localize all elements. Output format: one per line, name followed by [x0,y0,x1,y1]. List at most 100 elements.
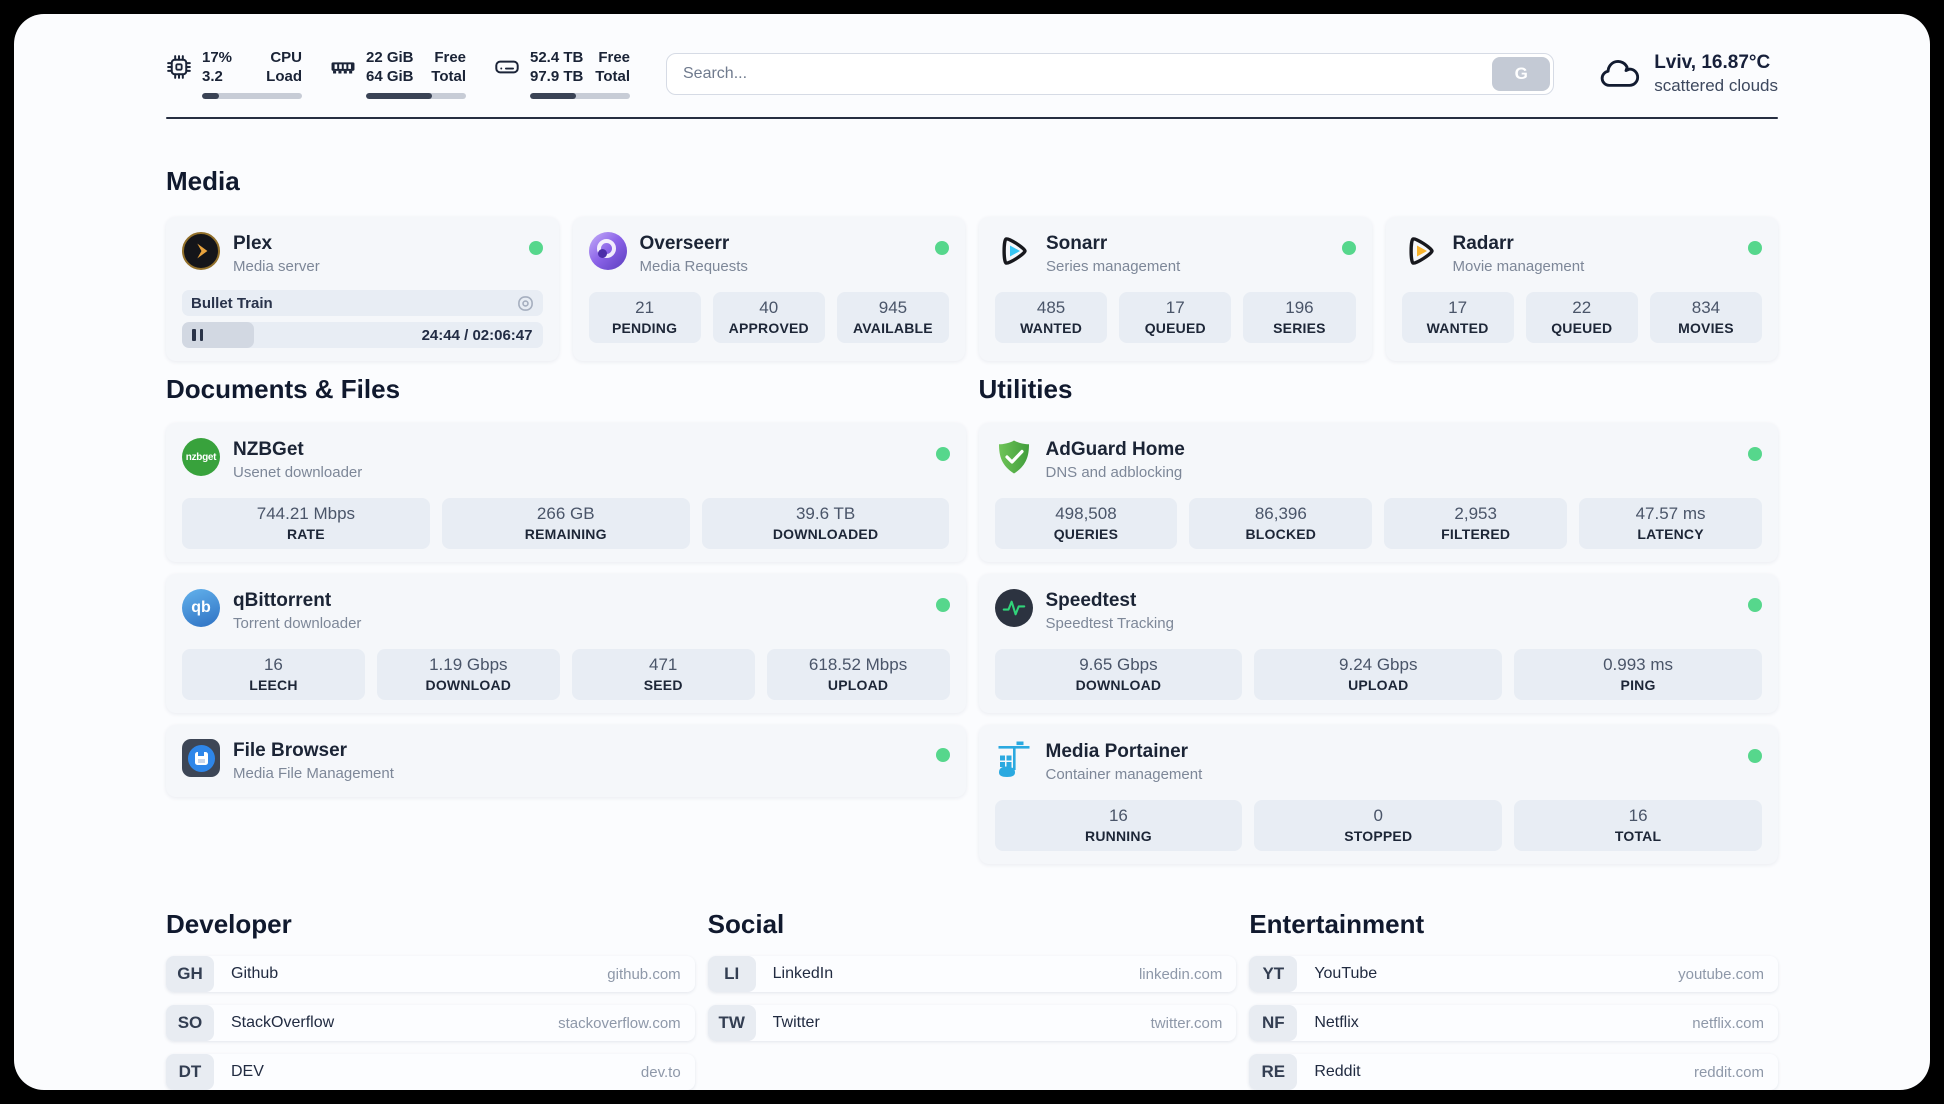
link-stackoverflow[interactable]: SO StackOverflow stackoverflow.com [166,1005,695,1041]
app-subtitle: Media server [233,258,320,275]
link-name: LinkedIn [772,965,834,982]
stat-label: QUEUED [1144,320,1206,336]
cpu-load-label: Load [266,68,302,85]
now-playing-title: Bullet Train [191,294,273,312]
stat-filtered: 2,953 FILTERED [1384,498,1568,549]
link-badge: LI [707,956,756,992]
link-linkedin[interactable]: LI LinkedIn linkedin.com [707,956,1237,992]
status-dot [1748,241,1762,255]
link-twitter[interactable]: TW Twitter twitter.com [707,1005,1237,1041]
app-name: Overseerr [639,233,730,254]
dashboard-page: 17% 3.2 CPU Load [14,14,1930,1090]
disk-progress-fill [530,93,576,99]
status-dot [528,241,543,255]
stat-wanted: 485 WANTED [995,292,1108,343]
search-engine-button[interactable]: G [1492,56,1551,91]
now-playing-row: Bullet Train [182,290,543,316]
ram-progress-fill [366,93,432,99]
link-dev[interactable]: DT DEV dev.to [166,1054,695,1090]
stat-label: RATE [286,526,325,542]
disk-icon [495,60,519,74]
app-card-plex[interactable]: Plex Media server Bullet Train 24:44 / 0… [166,217,559,361]
app-name: Radarr [1452,233,1514,254]
status-dot [1748,447,1762,461]
app-subtitle: Container management [1045,766,1203,783]
stat-rate: 744.21 Mbps RATE [182,498,430,549]
link-name: Reddit [1314,1063,1361,1080]
stat-label: LEECH [249,677,298,693]
stat-approved: 40 APPROVED [712,292,825,343]
stat-value: 2,953 [1454,504,1497,523]
pause-icon[interactable] [192,329,203,341]
app-card-radarr[interactable]: Radarr Movie management 17 WANTED 22 QUE… [1385,217,1778,361]
link-url: linkedin.com [1138,965,1223,983]
link-reddit[interactable]: RE Reddit reddit.com [1249,1054,1778,1090]
stat-value: 834 [1691,298,1721,317]
section-title-entertainment: Entertainment [1249,909,1425,939]
app-subtitle: Torrent downloader [233,615,362,632]
link-name: DEV [231,1063,264,1080]
search-input[interactable] [666,52,1555,95]
app-card-filebrowser[interactable]: File Browser Media File Management [166,725,966,797]
link-youtube[interactable]: YT YouTube youtube.com [1249,956,1778,992]
stat-label: WANTED [1020,320,1083,336]
stat-upload: 618.52 Mbps UPLOAD [766,649,950,700]
link-url: twitter.com [1150,1014,1223,1032]
link-url: netflix.com [1692,1014,1764,1032]
links-grid: Developer GH Github github.com SO StackO… [166,908,1778,1090]
stat-value: 196 [1285,298,1314,317]
app-card-qbittorrent[interactable]: qb qBittorrent Torrent downloader 16 LEE… [166,574,966,713]
sonarr-icon [995,232,1033,270]
nzbget-icon-text: nzbget [185,451,217,463]
app-card-nzbget[interactable]: nzbget NZBGet Usenet downloader 744.21 M… [166,423,966,562]
stat-value: 266 GB [536,504,595,523]
section-title-documents: Documents & Files [166,374,401,404]
app-card-overseerr[interactable]: Overseerr Media Requests 21 PENDING 40 A… [572,217,965,361]
weather-widget[interactable]: Lviv, 16.87°C scattered clouds [1596,51,1778,97]
app-name: Media Portainer [1045,741,1189,762]
app-subtitle: Usenet downloader [233,464,363,481]
app-subtitle: Movie management [1452,258,1585,275]
stat-value: 16 [263,655,283,674]
app-card-sonarr[interactable]: Sonarr Series management 485 WANTED 17 Q… [979,217,1372,361]
app-card-portainer[interactable]: Media Portainer Container management 16 … [978,725,1778,864]
session-info-icon[interactable] [517,295,534,312]
status-dot [935,598,950,612]
link-github[interactable]: GH Github github.com [166,956,695,992]
link-badge: NF [1249,1005,1298,1041]
app-card-speedtest[interactable]: Speedtest Speedtest Tracking 9.65 Gbps D… [978,574,1778,713]
search-box: G [666,52,1555,95]
media-grid: Plex Media server Bullet Train 24:44 / 0… [166,217,1778,361]
stat-label: AVAILABLE [853,320,933,336]
disk-progress-bar [530,93,630,99]
stat-blocked: 86,396 BLOCKED [1189,498,1373,549]
link-netflix[interactable]: NF Netflix netflix.com [1249,1005,1778,1041]
filebrowser-icon [182,739,220,777]
stat-queries: 498,508 QUERIES [994,498,1178,549]
stat-label: PING [1620,677,1656,693]
stat-label: APPROVED [728,320,809,336]
link-badge: RE [1249,1054,1298,1090]
ram-free-label: Free [434,49,466,66]
app-card-adguard[interactable]: AdGuard Home DNS and adblocking 498,508 … [978,423,1778,562]
app-subtitle: DNS and adblocking [1045,464,1183,481]
stat-label: QUEUED [1551,320,1613,336]
stat-label: RUNNING [1085,828,1152,844]
stat-label: SERIES [1273,320,1326,336]
section-title-developer: Developer [166,909,292,939]
ram-progress-bar [366,93,466,99]
stat-leech: 16 LEECH [182,649,365,700]
app-name: NZBGet [233,439,304,460]
cpu-stat: 17% 3.2 CPU Load [166,48,302,99]
app-subtitle: Series management [1046,258,1181,275]
stat-value: 86,396 [1254,504,1307,523]
documents-column: Documents & Files nzbget NZBGet Usenet d… [166,373,966,797]
app-subtitle: Speedtest Tracking [1045,615,1174,632]
app-name: AdGuard Home [1045,439,1185,460]
utilities-column: Utilities AdGuard Home [978,373,1778,864]
playback-progress-row: 24:44 / 02:06:47 [182,322,543,348]
nzbget-icon: nzbget [182,438,220,476]
disk-stat: 52.4 TB 97.9 TB Free Total [494,48,630,99]
status-dot [935,748,950,762]
header: 17% 3.2 CPU Load [166,14,1778,99]
